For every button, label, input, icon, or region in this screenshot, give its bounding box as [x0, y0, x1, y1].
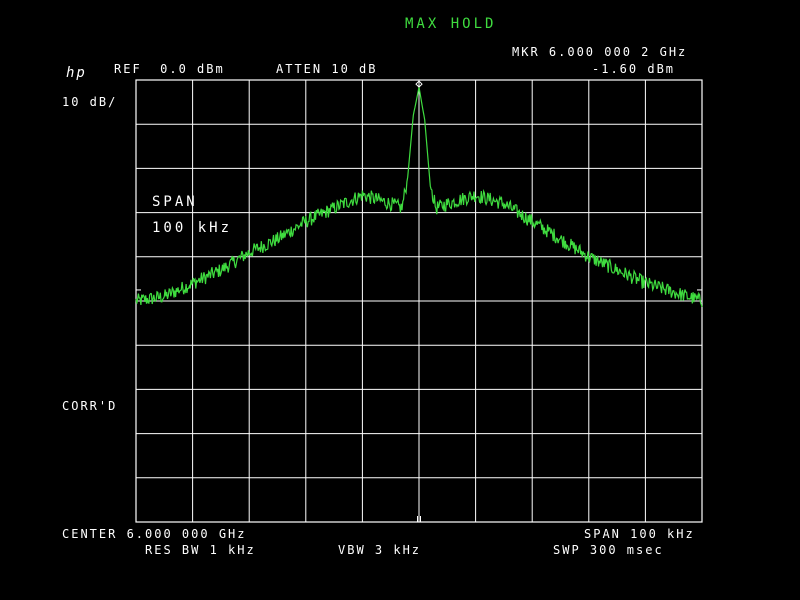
span-value: 100 kHz [152, 220, 233, 236]
span-footer: SPAN 100 kHz [584, 527, 695, 541]
span-label: SPAN [152, 194, 198, 210]
scale-per-division: 10 dB/ [62, 95, 118, 109]
attenuation: ATTEN 10 dB [276, 62, 378, 76]
graticule [135, 79, 703, 523]
center-frequency: CENTER 6.000 000 GHz [62, 527, 247, 541]
center-frequency-tick [417, 516, 421, 522]
reference-level: REF 0.0 dBm [114, 62, 225, 76]
sweep-time: SWP 300 msec [553, 543, 664, 557]
marker-diamond [415, 80, 423, 88]
max-hold-indicator: MAX HOLD [405, 16, 497, 32]
marker-frequency: MKR 6.000 000 2 GHz [512, 45, 688, 59]
marker-indicator [415, 80, 423, 88]
video-bandwidth: VBW 3 kHz [338, 543, 422, 557]
hp-logo: hp [66, 65, 87, 81]
marker-level: -1.60 dBm [592, 62, 676, 76]
corrected-indicator: CORR'D [62, 399, 118, 413]
resolution-bandwidth: RES BW 1 kHz [145, 543, 256, 557]
